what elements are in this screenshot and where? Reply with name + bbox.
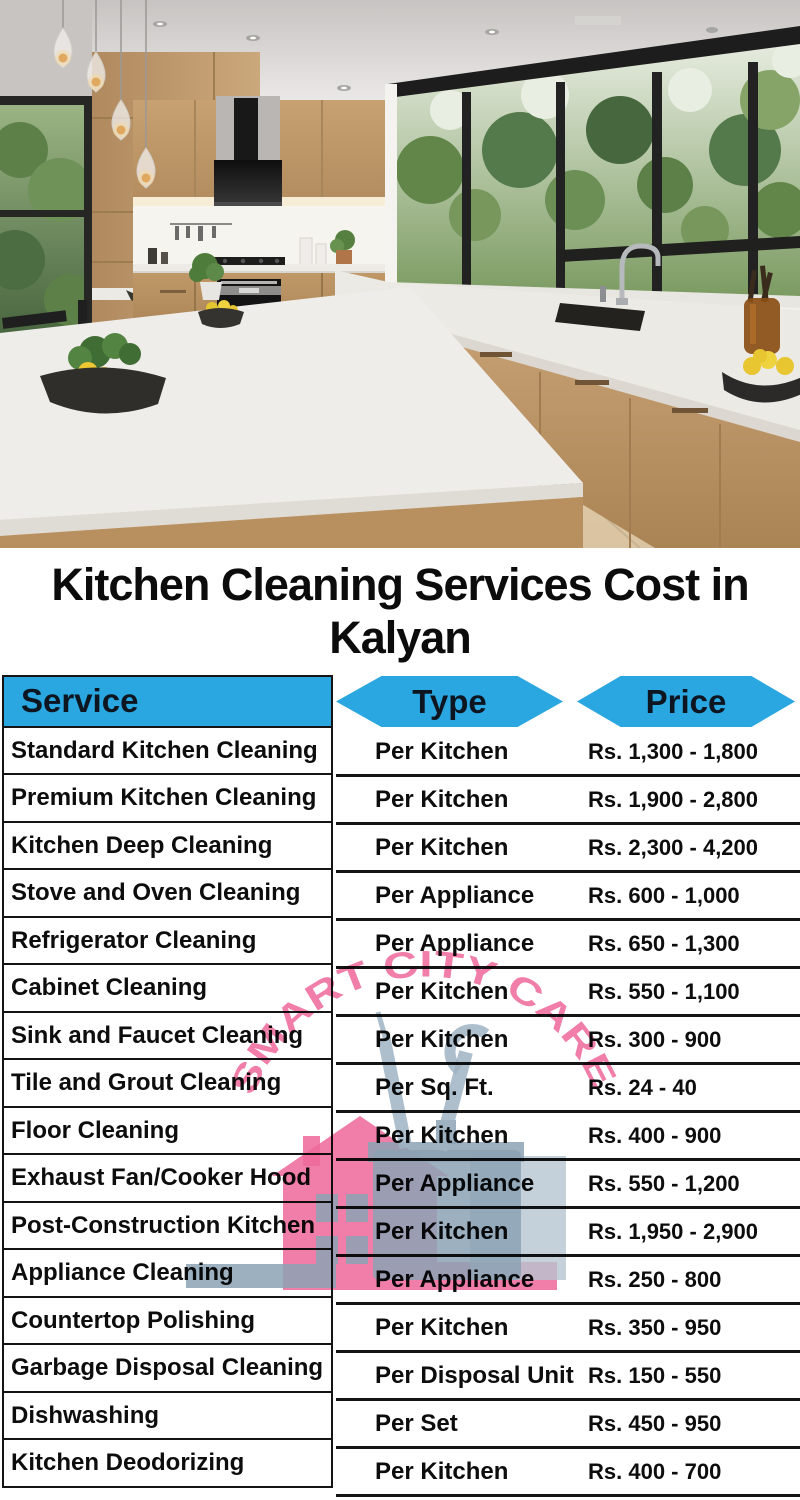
table-row: Per Kitchen Rs. 550 - 1,100 <box>336 969 800 1017</box>
price-cell: Rs. 650 - 1,300 <box>588 931 740 956</box>
range-hood <box>214 96 282 206</box>
service-cell: Premium Kitchen Cleaning <box>4 775 331 823</box>
service-cell: Cabinet Cleaning <box>4 965 331 1013</box>
type-cell: Per Kitchen <box>375 1026 509 1053</box>
table-row: Per Appliance Rs. 250 - 800 <box>336 1257 800 1305</box>
type-cell: Per Kitchen <box>375 1458 509 1485</box>
cooktop <box>213 257 285 265</box>
left-window <box>0 96 96 354</box>
price-cell: Rs. 24 - 40 <box>588 1075 697 1100</box>
type-cell: Per Set <box>375 1410 458 1437</box>
price-cell: Rs. 550 - 1,200 <box>588 1171 740 1196</box>
service-cell: Post-Construction Kitchen <box>4 1203 331 1250</box>
service-cell: Appliance Cleaning <box>4 1250 331 1298</box>
price-cell: Rs. 400 - 900 <box>588 1123 722 1148</box>
kitchen-photo <box>0 0 800 548</box>
sink <box>555 303 645 331</box>
price-cell: Rs. 550 - 1,100 <box>588 979 740 1004</box>
table-row: Per Appliance Rs. 600 - 1,000 <box>336 873 800 921</box>
ceiling-vent <box>575 16 621 25</box>
table-row: Per Set Rs. 450 - 950 <box>336 1401 800 1449</box>
table-row: Per Kitchen Rs. 400 - 900 <box>336 1113 800 1161</box>
type-cell: Per Kitchen <box>375 1122 509 1149</box>
wall-corner <box>385 84 397 290</box>
table-row: Per Appliance Rs. 650 - 1,300 <box>336 921 800 969</box>
type-cell: Per Kitchen <box>375 834 509 861</box>
column-header-type: Type <box>336 676 563 727</box>
pendant-lights <box>53 0 156 189</box>
type-cell: Per Appliance <box>375 882 535 909</box>
type-cell: Per Appliance <box>375 1266 535 1293</box>
table-row: Per Kitchen Rs. 2,300 - 4,200 <box>336 825 800 873</box>
backsplash <box>133 206 387 267</box>
price-cell: Rs. 1,300 - 1,800 <box>588 739 759 764</box>
island-plant <box>189 253 224 300</box>
lemon-bowl-right <box>722 349 800 403</box>
service-cell: Kitchen Deep Cleaning <box>4 823 331 870</box>
table-row: Per Disposal Unit Rs. 150 - 550 <box>336 1353 800 1401</box>
type-cell: Per Appliance <box>375 930 535 957</box>
price-cell: Rs. 250 - 800 <box>588 1267 722 1292</box>
type-cell: Per Kitchen <box>375 786 509 813</box>
type-price-rows: Per Kitchen Rs. 1,300 - 1,800 Per Kitchen R… <box>336 729 800 1497</box>
column-header-service: Service <box>4 677 331 728</box>
service-cell: Refrigerator Cleaning <box>4 918 331 965</box>
page-title: Kitchen Cleaning Services Cost in Kalyan <box>0 549 800 673</box>
left-wall <box>0 0 92 105</box>
counter <box>133 264 387 273</box>
type-cell: Per Kitchen <box>375 1218 509 1245</box>
service-column: Service Standard Kitchen Cleaning Premium… <box>2 675 333 1488</box>
type-header-label: Type <box>412 682 487 720</box>
type-cell: Per Sq. Ft. <box>375 1074 494 1101</box>
table-row: Per Kitchen Rs. 1,950 - 2,900 <box>336 1209 800 1257</box>
table-row: Per Kitchen Rs. 350 - 950 <box>336 1305 800 1353</box>
service-cell: Garbage Disposal Cleaning <box>4 1345 331 1393</box>
price-cell: Rs. 1,950 - 2,900 <box>588 1219 759 1244</box>
service-cell: Tile and Grout Cleaning <box>4 1060 331 1108</box>
right-windows <box>388 26 800 308</box>
price-cell: Rs. 400 - 700 <box>588 1459 722 1484</box>
service-cell: Exhaust Fan/Cooker Hood <box>4 1155 331 1203</box>
price-cell: Rs. 1,900 - 2,800 <box>588 787 759 812</box>
produce-bowl <box>40 333 166 414</box>
service-cell: Countertop Polishing <box>4 1298 331 1345</box>
price-cell: Rs. 300 - 900 <box>588 1027 722 1052</box>
island <box>0 287 583 548</box>
small-lemon-bowl <box>198 300 244 328</box>
table-row: Per Kitchen Rs. 300 - 900 <box>336 1017 800 1065</box>
price-cell: Rs. 150 - 550 <box>588 1363 722 1388</box>
service-cell: Floor Cleaning <box>4 1108 331 1155</box>
page-title-line1: Kitchen Cleaning Services Cost in <box>51 559 749 610</box>
counter-edge <box>133 271 387 274</box>
price-header-label: Price <box>645 682 727 720</box>
service-cell: Stove and Oven Cleaning <box>4 870 331 918</box>
service-cell: Kitchen Deodorizing <box>11 1449 245 1476</box>
column-header-price: Price <box>577 676 795 727</box>
type-cell: Per Kitchen <box>375 1314 509 1341</box>
service-cell: Standard Kitchen Cleaning <box>4 728 331 775</box>
type-cell: Per Kitchen <box>375 738 509 765</box>
type-cell: Per Kitchen <box>375 978 509 1005</box>
service-cell: Sink and Faucet Cleaning <box>4 1013 331 1060</box>
table-row: Per Kitchen Rs. 1,900 - 2,800 <box>336 777 800 825</box>
table-row: Per Kitchen Rs. 400 - 700 <box>336 1449 800 1497</box>
price-cell: Rs. 350 - 950 <box>588 1315 722 1340</box>
service-cell: Dishwashing <box>4 1393 331 1440</box>
service-cells: Standard Kitchen Cleaning Premium Kitchen… <box>4 728 331 1486</box>
type-cell: Per Disposal Unit <box>375 1362 574 1389</box>
type-cell: Per Appliance <box>375 1170 535 1197</box>
table-row: Per Appliance Rs. 550 - 1,200 <box>336 1161 800 1209</box>
price-cell: Rs. 450 - 950 <box>588 1411 722 1436</box>
table-row: Per Sq. Ft. Rs. 24 - 40 <box>336 1065 800 1113</box>
right-counter <box>335 270 800 444</box>
table-row: Per Kitchen Rs. 1,300 - 1,800 <box>336 729 800 777</box>
page-title-line2: Kalyan <box>329 612 472 663</box>
price-cell: Rs. 600 - 1,000 <box>588 883 740 908</box>
faucet <box>600 243 661 305</box>
price-cell: Rs. 2,300 - 4,200 <box>588 835 759 860</box>
kitchen-illustration <box>0 0 800 548</box>
utensil-jar <box>744 265 780 354</box>
